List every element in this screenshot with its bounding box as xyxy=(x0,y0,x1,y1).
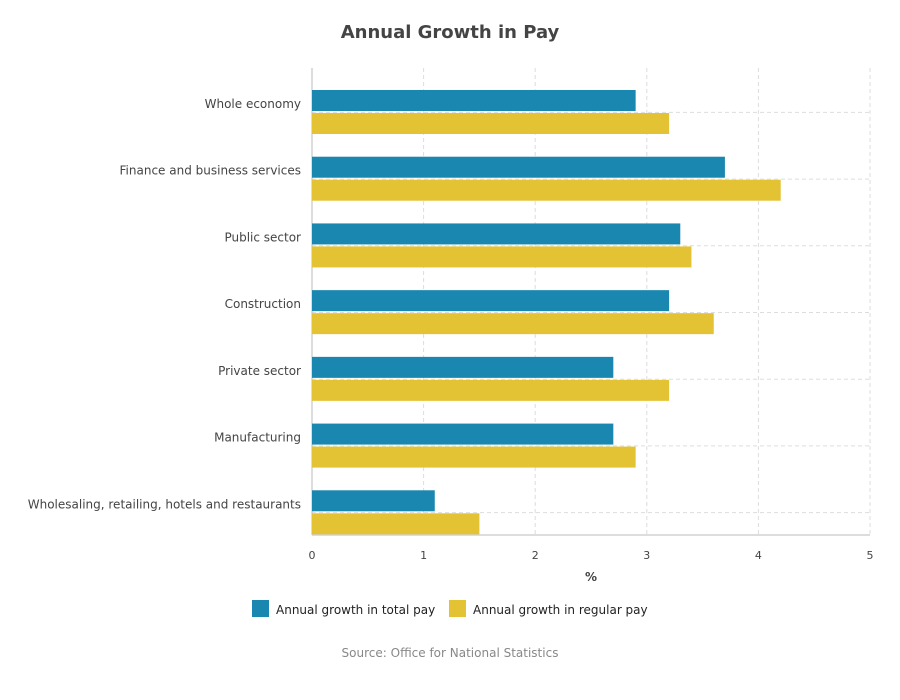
bar-regular xyxy=(312,513,480,535)
chart-title: Annual Growth in Pay xyxy=(341,22,560,43)
x-tick-label: 0 xyxy=(309,549,316,562)
category-label: Public sector xyxy=(224,230,301,244)
legend-swatch xyxy=(449,600,466,617)
bar-total xyxy=(312,356,614,378)
bar-total xyxy=(312,90,636,111)
bars xyxy=(312,90,781,535)
bar-total xyxy=(312,290,670,312)
category-label: Whole economy xyxy=(205,97,301,111)
category-label: Wholesaling, retailing, hotels and resta… xyxy=(28,497,301,511)
legend: Annual growth in total pay Annual growth … xyxy=(252,600,648,617)
x-axis-title: % xyxy=(585,570,597,584)
x-tick-label: 2 xyxy=(532,549,539,562)
bar-regular xyxy=(312,446,636,468)
bar-total xyxy=(312,223,681,245)
source-note: Source: Office for National Statistics xyxy=(342,646,559,660)
category-label: Construction xyxy=(225,297,301,311)
bar-regular xyxy=(312,313,714,335)
legend-swatch xyxy=(252,600,269,617)
x-tick-labels: 0 1 2 3 4 5 xyxy=(309,549,874,562)
bar-regular xyxy=(312,379,670,401)
bar-total xyxy=(312,156,725,178)
bar-total xyxy=(312,490,435,512)
bar-regular xyxy=(312,179,781,201)
category-label: Manufacturing xyxy=(214,431,301,445)
category-label: Private sector xyxy=(218,364,301,378)
legend-label: Annual growth in total pay xyxy=(276,603,435,617)
bar-regular xyxy=(312,246,692,268)
bar-regular xyxy=(312,113,670,134)
x-tick-label: 3 xyxy=(643,549,650,562)
x-tick-label: 1 xyxy=(420,549,427,562)
legend-label: Annual growth in regular pay xyxy=(473,603,648,617)
x-tick-label: 5 xyxy=(867,549,874,562)
bar-total xyxy=(312,423,614,445)
x-tick-label: 4 xyxy=(755,549,762,562)
category-labels: Whole economy Finance and business servic… xyxy=(28,97,301,511)
category-label: Finance and business services xyxy=(120,164,301,178)
